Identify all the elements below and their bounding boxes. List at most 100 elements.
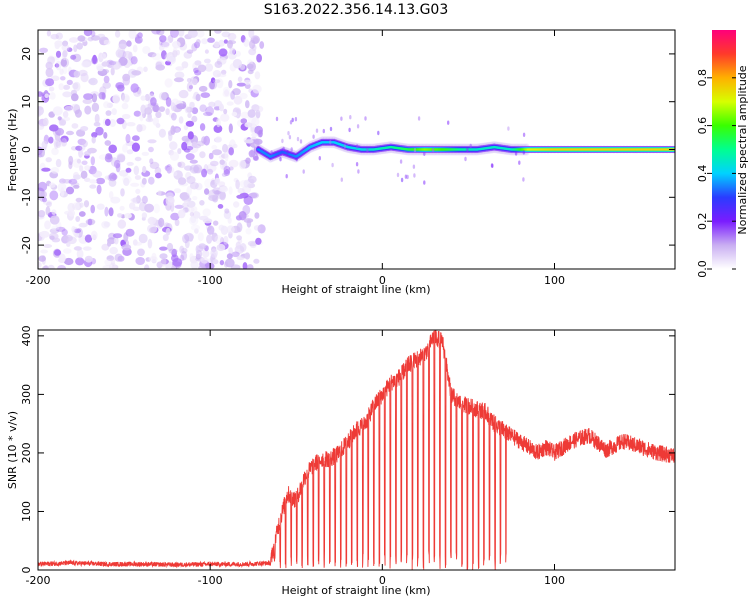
noise-blob xyxy=(176,103,187,110)
noise-blob xyxy=(104,118,111,126)
noise-blob xyxy=(164,52,175,63)
noise-blob xyxy=(247,172,253,179)
signal-speckle xyxy=(281,138,284,144)
noise-blob xyxy=(144,264,150,269)
noise-blob xyxy=(134,36,143,44)
noise-blob xyxy=(47,264,55,269)
noise-blob xyxy=(110,157,119,167)
noise-blob xyxy=(118,170,129,177)
noise-blob xyxy=(224,258,235,268)
noise-blob xyxy=(168,131,173,142)
noise-blob xyxy=(237,187,245,194)
noise-blob xyxy=(199,200,205,206)
noise-blob xyxy=(248,48,257,56)
noise-blob xyxy=(197,232,204,242)
x-tick-label: 0 xyxy=(379,274,386,287)
noise-blob xyxy=(151,30,161,35)
signal-speckle xyxy=(287,131,290,136)
noise-blob xyxy=(254,212,260,219)
noise-blob xyxy=(89,184,97,189)
noise-blob xyxy=(156,30,165,36)
noise-blob xyxy=(189,253,194,261)
signal-speckle xyxy=(270,150,273,155)
signal-speckle xyxy=(286,150,289,155)
noise-blob xyxy=(48,86,55,92)
noise-blob xyxy=(220,225,229,235)
y-tick-label: -20 xyxy=(20,236,33,254)
noise-blob xyxy=(141,177,147,185)
noise-blob xyxy=(214,41,220,48)
noise-blob xyxy=(100,69,110,74)
noise-blob xyxy=(136,124,143,133)
noise-blob xyxy=(130,83,139,93)
noise-blob xyxy=(145,117,154,123)
colorbar-tick-label: 0.4 xyxy=(696,165,709,183)
noise-blob xyxy=(242,204,251,215)
noise-blob xyxy=(186,49,194,54)
noise-blob xyxy=(55,60,62,71)
noise-blob xyxy=(66,47,73,52)
x-tick-label: 100 xyxy=(544,274,565,287)
noise-blob xyxy=(204,49,209,54)
noise-blob xyxy=(99,39,104,45)
noise-blob xyxy=(72,158,82,168)
noise-blob xyxy=(58,83,64,91)
noise-blob xyxy=(157,190,162,196)
noise-blob xyxy=(121,244,132,251)
noise-blob xyxy=(89,179,97,184)
noise-blob xyxy=(174,204,184,209)
noise-blob xyxy=(50,56,60,61)
noise-blob xyxy=(133,165,140,176)
spectrogram-x-ticks: -200 -100 0 100 xyxy=(26,30,565,287)
noise-blob xyxy=(73,184,80,189)
noise-blob xyxy=(204,262,215,269)
noise-blob xyxy=(204,63,214,72)
noise-blob xyxy=(174,71,185,79)
noise-blob xyxy=(186,176,196,184)
noise-blob xyxy=(184,239,190,249)
noise-blob xyxy=(111,174,118,180)
noise-blob xyxy=(39,47,48,53)
noise-blob xyxy=(45,67,54,78)
noise-blob xyxy=(245,157,251,164)
noise-blob xyxy=(41,140,48,150)
noise-blob xyxy=(71,123,79,129)
noise-blob xyxy=(49,190,59,201)
noise-blob xyxy=(96,184,102,195)
noise-blob xyxy=(126,122,136,127)
noise-blob xyxy=(96,203,105,210)
noise-blob xyxy=(243,79,252,85)
noise-blob xyxy=(165,227,171,236)
noise-blob xyxy=(94,113,100,124)
noise-blob xyxy=(235,241,241,249)
noise-blob xyxy=(70,54,77,60)
noise-blob xyxy=(45,157,52,163)
noise-blob xyxy=(178,116,184,124)
signal-speckle xyxy=(282,146,285,152)
noise-blob xyxy=(177,209,186,219)
noise-blob xyxy=(119,205,125,211)
noise-blob xyxy=(229,47,236,55)
noise-blob xyxy=(108,178,117,187)
noise-blob xyxy=(69,37,79,43)
noise-blob xyxy=(211,144,218,150)
noise-blob xyxy=(75,197,83,203)
noise-blob xyxy=(166,166,175,173)
noise-blob xyxy=(236,194,244,199)
noise-blob xyxy=(187,131,194,140)
noise-blob xyxy=(218,48,228,57)
noise-blob xyxy=(245,100,250,109)
noise-blob xyxy=(76,158,81,164)
noise-blob xyxy=(194,228,199,234)
noise-blob xyxy=(71,93,79,102)
noise-blob xyxy=(46,30,52,37)
noise-blob xyxy=(246,63,254,70)
noise-blob xyxy=(253,138,263,145)
signal-speckle xyxy=(412,164,416,169)
noise-blob xyxy=(110,67,115,76)
noise-blob xyxy=(201,168,208,178)
noise-blob xyxy=(38,255,46,262)
noise-blob xyxy=(183,200,190,206)
noise-blob xyxy=(228,247,233,253)
